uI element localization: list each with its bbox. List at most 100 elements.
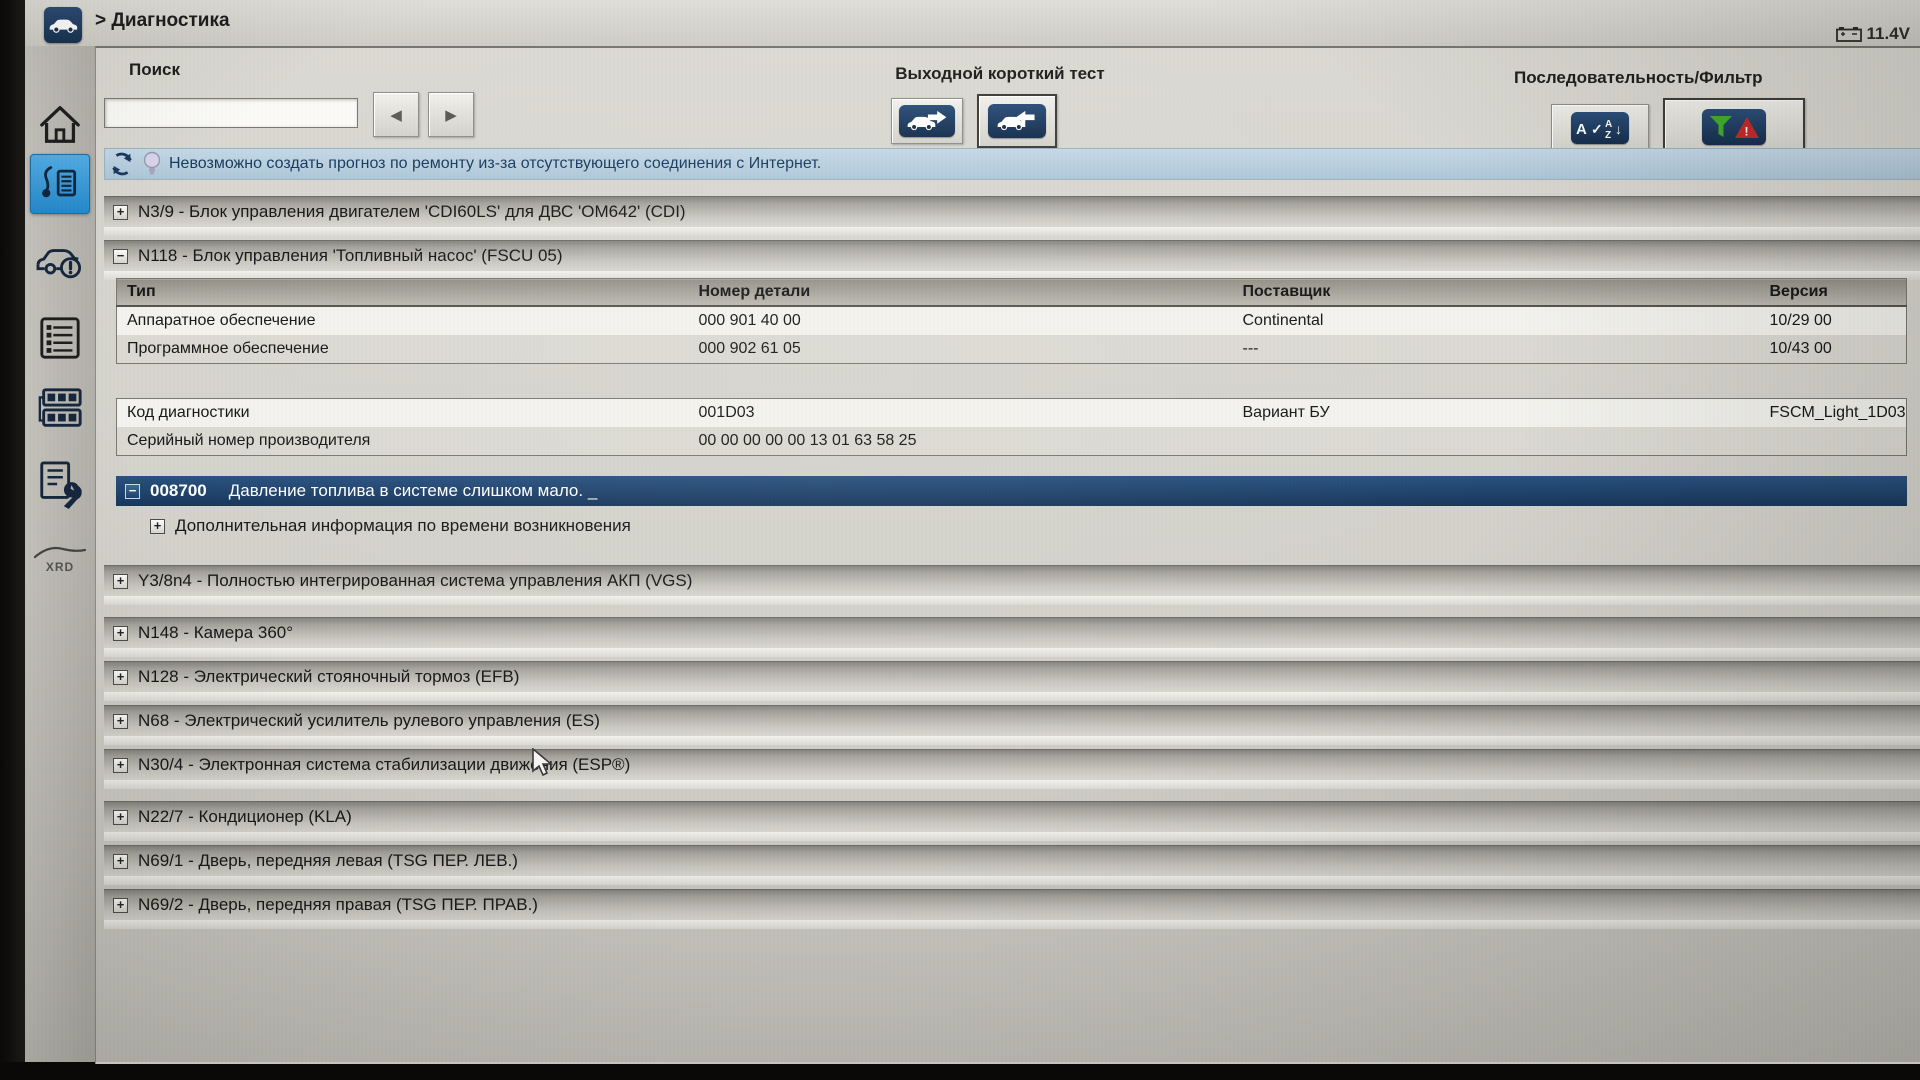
ecu-row-transmission[interactable]: + Y3/8n4 - Полностью интегрированная сис… <box>104 565 1920 605</box>
sidebar-item-diagnosis[interactable] <box>30 154 90 214</box>
car-warning-icon <box>36 249 82 279</box>
notice-text: Невозможно создать прогноз по ремонту из… <box>169 155 822 172</box>
page-title: > Диагностика <box>95 10 230 31</box>
ecu-row-parking-brake[interactable]: + N128 - Электрический стояночный тормоз… <box>104 661 1920 701</box>
fault-code: 008700 <box>150 481 207 500</box>
cell: 00 00 00 00 00 13 01 63 58 25 <box>688 427 1233 456</box>
search-next-button[interactable]: ▶ <box>428 92 474 137</box>
ecu-label: N30/4 - Электронная система стабилизации… <box>138 755 631 774</box>
sidebar-item-xrd[interactable]: XRD <box>33 535 87 581</box>
cell: 000 901 40 00 <box>688 306 1233 335</box>
ecu-label: N68 - Электрический усилитель рулевого у… <box>138 711 600 730</box>
search-prev-button[interactable]: ◀ <box>373 92 419 137</box>
main-panel: Поиск ◀ ▶ Выходной короткий тест <box>95 46 1920 1064</box>
fault-extra-info-label: Дополнительная информация по времени воз… <box>175 516 631 535</box>
ecu-row-fuel-pump[interactable]: − N118 - Блок управления 'Топливный насо… <box>104 240 1920 280</box>
car-app-icon[interactable] <box>44 7 82 43</box>
table-row[interactable]: Код диагностики 001D03 Вариант БУ FSCM_L… <box>116 398 1907 427</box>
sidebar-item-event-list[interactable] <box>34 312 86 364</box>
xrd-curve-icon <box>33 546 87 559</box>
cell: Continental <box>1232 306 1760 335</box>
sidebar-item-home[interactable] <box>34 98 86 150</box>
expand-icon[interactable]: + <box>113 897 128 913</box>
expand-icon[interactable]: + <box>113 713 128 729</box>
sidebar-item-adaptations[interactable] <box>34 458 86 510</box>
cell: Серийный номер производителя <box>116 427 689 456</box>
expand-icon[interactable]: + <box>113 573 128 589</box>
ecu-label: N128 - Электрический стояночный тормоз (… <box>138 667 520 686</box>
ecu-row-door-front-right[interactable]: + N69/2 - Дверь, передняя правая (TSG ПЕ… <box>104 889 1920 929</box>
car-arrow-left-icon <box>988 104 1046 138</box>
data-grid-icon <box>38 388 82 427</box>
sidebar-item-actual-values[interactable] <box>34 382 86 434</box>
output-test-label: Выходной короткий тест <box>895 64 1105 83</box>
expand-icon[interactable]: + <box>113 204 128 220</box>
ecu-label: N69/1 - Дверь, передняя левая (TSG ПЕР. … <box>138 851 518 870</box>
battery-voltage: 11.4V <box>1866 24 1911 43</box>
cell: FSCM_Light_1D03 <box>1759 398 1907 427</box>
sequence-filter-label: Последовательность/Фильтр <box>1514 68 1763 87</box>
cell: --- <box>1232 335 1760 364</box>
search-input[interactable] <box>104 98 358 128</box>
battery-status: 11.4V <box>1835 24 1911 44</box>
ecu-row-camera360[interactable]: + N148 - Камера 360° <box>104 617 1920 657</box>
cell <box>1232 427 1760 456</box>
col-header-part-number: Номер детали <box>688 278 1233 307</box>
search-label: Поиск <box>129 60 181 79</box>
cell: Вариант БУ <box>1232 398 1760 427</box>
collapse-icon[interactable]: − <box>125 483 140 499</box>
chevron-left-icon: ◀ <box>390 106 402 124</box>
ecu-row-door-front-left[interactable]: + N69/1 - Дверь, передняя левая (TSG ПЕР… <box>104 845 1920 885</box>
cell: Код диагностики <box>116 398 689 427</box>
col-header-type: Тип <box>116 278 689 307</box>
expand-icon[interactable]: + <box>113 809 128 825</box>
home-icon <box>40 106 80 143</box>
refresh-icon[interactable] <box>109 151 135 177</box>
sort-check-glyph: ✓ <box>1591 121 1603 137</box>
cell <box>1759 427 1907 456</box>
photo-bezel-left <box>0 0 25 1080</box>
sort-button[interactable]: A ✓ A Z ↓ <box>1551 104 1649 152</box>
expand-icon[interactable]: + <box>113 853 128 869</box>
cell: Программное обеспечение <box>116 335 689 364</box>
ecu-id-table: Код диагностики 001D03 Вариант БУ FSCM_L… <box>116 398 1907 456</box>
sort-az-icon: A ✓ A Z ↓ <box>1571 112 1629 144</box>
ecu-row-engine[interactable]: + N3/9 - Блок управления двигателем 'CDI… <box>104 196 1920 236</box>
fault-extra-info-row[interactable]: + Дополнительная информация по времени в… <box>141 512 631 540</box>
collapse-icon[interactable]: − <box>113 248 128 264</box>
table-row[interactable]: Программное обеспечение 000 902 61 05 --… <box>116 335 1907 364</box>
cell: 000 902 61 05 <box>688 335 1233 364</box>
expand-icon[interactable]: + <box>150 518 165 534</box>
car-arrow-right-icon <box>899 105 955 137</box>
document-wrench-icon <box>40 461 82 509</box>
cell: 10/43 00 <box>1759 335 1907 364</box>
chevron-right-icon: ▶ <box>445 106 457 124</box>
output-test-start-button[interactable] <box>891 98 963 144</box>
col-header-supplier: Поставщик <box>1232 278 1760 307</box>
app-window: > Диагностика 11.4V <box>25 0 1920 1064</box>
cell: 001D03 <box>688 398 1233 427</box>
car-icon <box>49 19 78 33</box>
list-icon <box>40 317 80 359</box>
sort-arrow-glyph: ↓ <box>1615 121 1622 137</box>
expand-icon[interactable]: + <box>113 625 128 641</box>
table-row[interactable]: Аппаратное обеспечение 000 901 40 00 Con… <box>116 306 1907 335</box>
output-test-stop-button[interactable] <box>977 94 1057 148</box>
expand-icon[interactable]: + <box>113 757 128 773</box>
notice-bar: Невозможно создать прогноз по ремонту из… <box>104 148 1920 180</box>
cell: 10/29 00 <box>1759 306 1907 335</box>
lightbulb-icon <box>143 151 161 175</box>
sidebar-item-fault-memory[interactable] <box>34 236 86 288</box>
expand-icon[interactable]: + <box>113 669 128 685</box>
fault-row-selected[interactable]: − 008700 Давление топлива в системе слиш… <box>116 476 1907 506</box>
table-header-row: Тип Номер детали Поставщик Версия <box>116 278 1907 307</box>
filter-warning-icon: ! <box>1702 109 1766 145</box>
fault-text: Давление топлива в системе слишком мало.… <box>228 481 598 500</box>
sidebar: XRD <box>25 46 96 1062</box>
table-row[interactable]: Серийный номер производителя 00 00 00 00… <box>116 427 1907 456</box>
ecu-row-steering[interactable]: + N68 - Электрический усилитель рулевого… <box>104 705 1920 745</box>
ecu-label: N118 - Блок управления 'Топливный насос'… <box>138 246 563 265</box>
ecu-label: N22/7 - Кондиционер (KLA) <box>138 807 352 826</box>
ecu-row-esp[interactable]: + N30/4 - Электронная система стабилизац… <box>104 749 1920 789</box>
ecu-row-climate[interactable]: + N22/7 - Кондиционер (KLA) <box>104 801 1920 841</box>
